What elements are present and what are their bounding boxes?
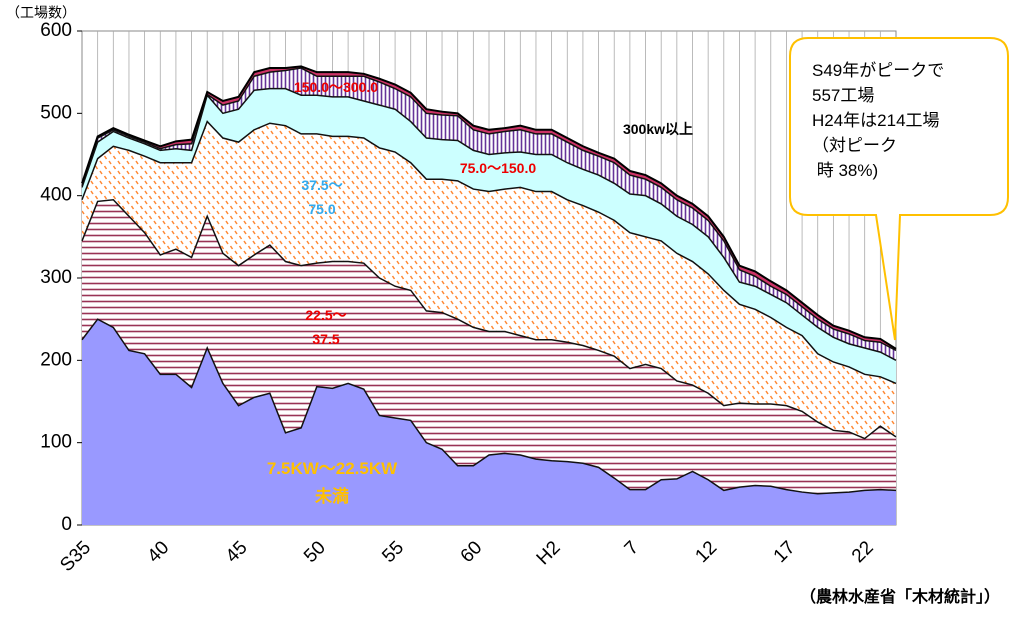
area-outline <box>81 120 897 385</box>
y-tick-label: 600 <box>40 20 72 41</box>
callout-line: 557工場 <box>812 86 874 105</box>
series-label: 22.5～ 37.5 <box>305 307 346 347</box>
area-outline <box>81 198 897 440</box>
callout-box <box>789 37 1009 341</box>
x-tick-label: 40 <box>144 537 174 567</box>
x-tick-label: 12 <box>691 537 721 567</box>
area-outline <box>81 67 897 352</box>
y-tick-label: 500 <box>40 102 72 123</box>
area-outline <box>81 87 897 361</box>
x-tick-label: S35 <box>56 537 95 576</box>
series-label: 37.5～ 75.0 <box>301 177 342 217</box>
y-axis-label: （工場数） <box>6 5 76 21</box>
y-tick-label: 300 <box>40 267 72 288</box>
area <box>82 319 896 525</box>
area-outline <box>81 318 897 495</box>
series-label: 150.0～300.0 <box>294 79 378 95</box>
source: （農林水産省「木材統計」） <box>800 587 1000 606</box>
series-label: 7.5KW～22.5KW 未満 <box>267 459 398 506</box>
x-tick-label: 45 <box>222 537 252 567</box>
y-tick-label: 200 <box>40 349 72 370</box>
x-tick-label: 22 <box>848 537 878 567</box>
callout-line: （対ピーク <box>812 136 897 155</box>
series-label: 75.0～150.0 <box>460 160 536 176</box>
x-tick-label: 7 <box>621 537 643 559</box>
x-tick-label: 60 <box>457 537 487 567</box>
x-tick-label: 17 <box>770 537 800 567</box>
series-label: 300kw以上 <box>623 121 693 137</box>
callout-line: 時 38%) <box>812 161 878 180</box>
x-tick-label: H2 <box>533 537 565 569</box>
callout-line: H24年は214工場 <box>812 111 940 130</box>
area <box>82 199 896 494</box>
area <box>82 121 896 439</box>
x-tick-label: 50 <box>300 537 330 567</box>
callout-line: S49年がピークで <box>812 61 944 80</box>
y-tick-label: 0 <box>61 514 72 535</box>
area-outline <box>81 65 897 350</box>
x-tick-label: 55 <box>378 537 408 567</box>
y-tick-label: 400 <box>40 185 72 206</box>
y-tick-label: 100 <box>40 432 72 453</box>
callout-text: S49年がピークで 557工場 H24年は214工場 （対ピーク 時 38%) <box>812 61 944 180</box>
